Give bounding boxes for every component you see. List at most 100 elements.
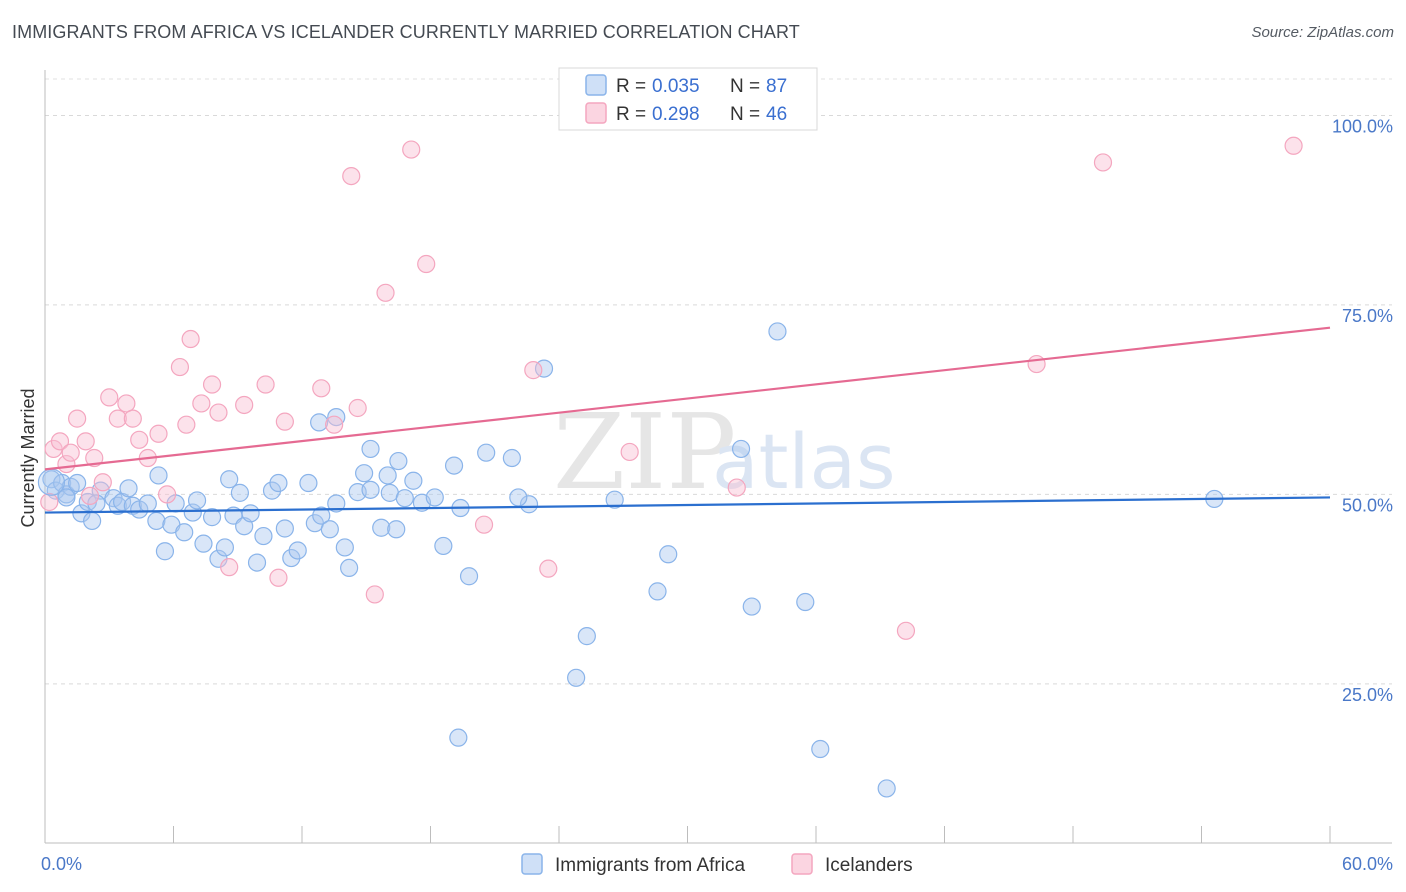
y-tick-label: 25.0% <box>1342 685 1393 705</box>
point-africa <box>42 470 61 489</box>
legend-swatch-africa <box>585 74 607 96</box>
point-africa <box>361 439 380 459</box>
point-africa <box>262 481 282 500</box>
point-africa <box>648 582 667 601</box>
point-icelanders <box>170 357 190 377</box>
point-africa <box>387 520 406 539</box>
point-icelanders <box>402 140 421 159</box>
point-icelanders <box>727 478 746 497</box>
point-africa <box>138 494 157 513</box>
point-africa <box>310 413 329 432</box>
legend-r-label: R = <box>616 104 646 125</box>
point-icelanders <box>50 432 70 451</box>
y-tick-label: 75.0% <box>1342 306 1393 326</box>
point-africa <box>230 483 249 502</box>
point-africa <box>119 479 138 498</box>
point-africa <box>605 490 624 509</box>
series-swatch-africa <box>521 853 543 875</box>
series-label-icelanders: Icelanders <box>825 855 913 876</box>
point-icelanders <box>365 585 384 604</box>
point-africa <box>220 470 239 489</box>
point-icelanders <box>40 492 59 512</box>
point-africa <box>241 504 260 523</box>
legend-r-value: 0.035 <box>652 76 700 97</box>
point-africa <box>372 518 391 537</box>
point-icelanders <box>100 388 119 407</box>
point-africa <box>395 489 414 508</box>
point-icelanders <box>61 443 80 462</box>
point-icelanders <box>539 559 558 578</box>
legend-n-value: 46 <box>766 104 787 125</box>
point-africa <box>567 668 586 687</box>
gridlines <box>45 78 1392 685</box>
point-africa <box>477 443 496 462</box>
point-icelanders <box>256 375 275 394</box>
point-icelanders <box>181 329 200 349</box>
point-africa <box>731 439 751 459</box>
point-icelanders <box>192 394 211 413</box>
point-africa <box>155 542 175 561</box>
point-africa <box>659 545 678 564</box>
point-icelanders <box>117 394 136 413</box>
point-africa <box>449 728 468 747</box>
trend-lines <box>44 326 1331 514</box>
point-icelanders <box>93 473 112 492</box>
point-africa <box>299 473 318 493</box>
point-icelanders <box>1284 136 1303 155</box>
point-icelanders <box>269 568 288 587</box>
point-africa <box>254 526 273 546</box>
point-africa-cluster <box>37 468 66 496</box>
point-icelanders <box>474 515 494 534</box>
point-icelanders <box>1027 354 1046 374</box>
point-africa <box>83 511 102 531</box>
legend-n-value: 87 <box>766 76 787 97</box>
point-africa <box>312 506 331 525</box>
point-africa <box>202 508 222 527</box>
legend-r-value: 0.298 <box>652 104 700 125</box>
point-icelanders <box>44 439 63 459</box>
legend-n-label: N = <box>730 76 760 97</box>
point-africa <box>247 553 267 572</box>
point-africa <box>288 541 307 560</box>
point-africa <box>282 548 301 568</box>
point-icelanders <box>220 558 239 577</box>
point-africa <box>215 538 234 557</box>
x-tick-label: 0.0% <box>41 854 82 874</box>
point-africa <box>459 567 479 586</box>
point-africa <box>768 322 787 341</box>
point-africa <box>796 592 815 612</box>
point-africa <box>378 466 397 485</box>
point-africa <box>434 536 453 556</box>
trend-line-icelanders <box>44 326 1331 471</box>
point-africa <box>355 464 374 483</box>
point-icelanders <box>202 375 222 394</box>
point-africa <box>811 739 830 759</box>
point-africa <box>68 473 87 493</box>
point-icelanders <box>80 486 100 506</box>
point-icelanders <box>68 409 87 428</box>
point-africa <box>327 494 346 513</box>
point-icelanders <box>275 412 294 431</box>
point-africa <box>577 627 596 646</box>
y-axis-title: Currently Married <box>18 388 38 527</box>
legend-swatch-icelanders <box>585 102 607 124</box>
point-africa <box>509 488 528 507</box>
tick-labels: 25.0% 50.0% 75.0% 100.0% 0.0% 60.0% <box>41 116 1393 874</box>
legend: R = 0.035 N = 87 R = 0.298 N = 46 <box>558 67 818 131</box>
point-africa <box>502 448 521 468</box>
point-icelanders <box>235 395 254 415</box>
point-icelanders <box>896 621 916 640</box>
series-swatch-icelanders <box>791 853 813 875</box>
watermark-zip: ZIP <box>553 391 736 513</box>
point-africa <box>320 520 339 539</box>
watermark: ZIP atlas <box>553 391 896 513</box>
point-icelanders <box>1093 153 1113 172</box>
point-icelanders <box>376 283 395 302</box>
point-africa <box>183 503 202 522</box>
point-africa <box>57 488 76 507</box>
point-icelanders <box>524 361 543 380</box>
point-icelanders <box>342 166 361 186</box>
point-africa <box>194 534 213 553</box>
watermark-atlas: atlas <box>712 417 896 506</box>
